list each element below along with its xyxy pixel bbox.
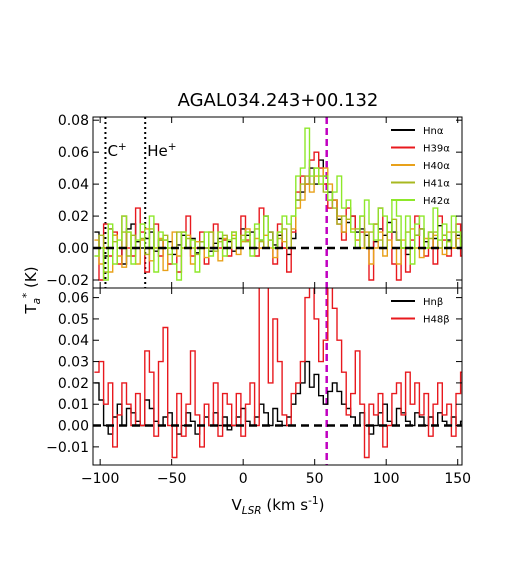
x-tick-label-3: 50 <box>306 471 324 487</box>
x-tick-labels: −100 −50 0 50 100 150 <box>81 471 471 487</box>
top-y-tick-label-0: −0.02 <box>46 273 89 289</box>
bottom-y-tick-label-4: 0.03 <box>58 355 89 371</box>
bottom-y-tick-labels: −0.01 0.00 0.01 0.02 0.03 0.04 0.05 0.06 <box>46 291 89 456</box>
bottom-plot-frame <box>92 287 463 466</box>
top-series-group <box>93 127 462 281</box>
top-marker-lines <box>104 117 328 288</box>
top-y-tick-label-5: 0.08 <box>58 113 89 129</box>
bottom-axis-ticks <box>93 288 462 465</box>
bottom-legend-label-1: H48β <box>423 315 450 326</box>
bottom-legend-label-0: Hnβ <box>423 297 443 308</box>
bottom-legend: Hnβ H48β <box>391 297 450 326</box>
top-legend-label-2: H40α <box>423 161 450 172</box>
top-legend-label-0: Hnα <box>423 126 444 137</box>
top-marker-label-0: C+​ <box>107 141 126 160</box>
bottom-y-tick-label-7: 0.06 <box>58 291 89 307</box>
y-axis-label: Ta* (K) <box>21 266 43 314</box>
top-y-tick-label-2: 0.02 <box>58 209 89 225</box>
x-tick-label-2: 0 <box>239 471 248 487</box>
bottom-y-tick-label-3: 0.02 <box>58 376 89 392</box>
bottom-y-tick-label-2: 0.01 <box>58 397 89 413</box>
bottom-series-line-1 <box>94 288 462 459</box>
top-y-tick-label-4: 0.06 <box>58 145 89 161</box>
top-series-line-4 <box>94 127 462 281</box>
x-tick-label-0: −100 <box>81 471 119 487</box>
top-marker-labels: C+​ He+​ <box>107 141 176 160</box>
x-tick-label-1: −50 <box>157 471 187 487</box>
top-y-tick-label-1: 0.00 <box>58 241 89 257</box>
bottom-y-tick-label-6: 0.05 <box>58 312 89 328</box>
top-legend-label-3: H41α <box>423 179 450 190</box>
bottom-y-tick-label-5: 0.04 <box>58 333 89 349</box>
top-legend-label-1: H39α <box>423 144 450 155</box>
bottom-y-tick-label-1: 0.00 <box>58 419 89 435</box>
bottom-series-group <box>93 288 462 459</box>
bottom-y-tick-label-0: −0.01 <box>46 440 89 456</box>
top-marker-label-1: He+​ <box>147 141 176 160</box>
top-panel: −0.02 0.00 0.02 0.04 0.06 0.08 C+​ He+​ Hnα H39… <box>46 113 463 289</box>
top-y-tick-label-3: 0.04 <box>58 177 89 193</box>
x-tick-label-4: 100 <box>373 471 400 487</box>
top-y-tick-labels: −0.02 0.00 0.02 0.04 0.06 0.08 <box>46 113 89 289</box>
bottom-panel: −0.01 0.00 0.01 0.02 0.03 0.04 0.05 0.06 −100 −5… <box>46 287 471 487</box>
bottom-series-line-0 <box>94 360 462 435</box>
top-axis-ticks <box>93 117 462 288</box>
top-legend: Hnα H39α H40α H41α H42α <box>391 126 450 207</box>
x-tick-label-5: 150 <box>444 471 471 487</box>
chart-title: AGAL034.243+00.132 <box>178 90 379 111</box>
x-axis-label: VLSR (km s-1) <box>232 495 325 517</box>
top-legend-label-4: H42α <box>423 196 450 207</box>
